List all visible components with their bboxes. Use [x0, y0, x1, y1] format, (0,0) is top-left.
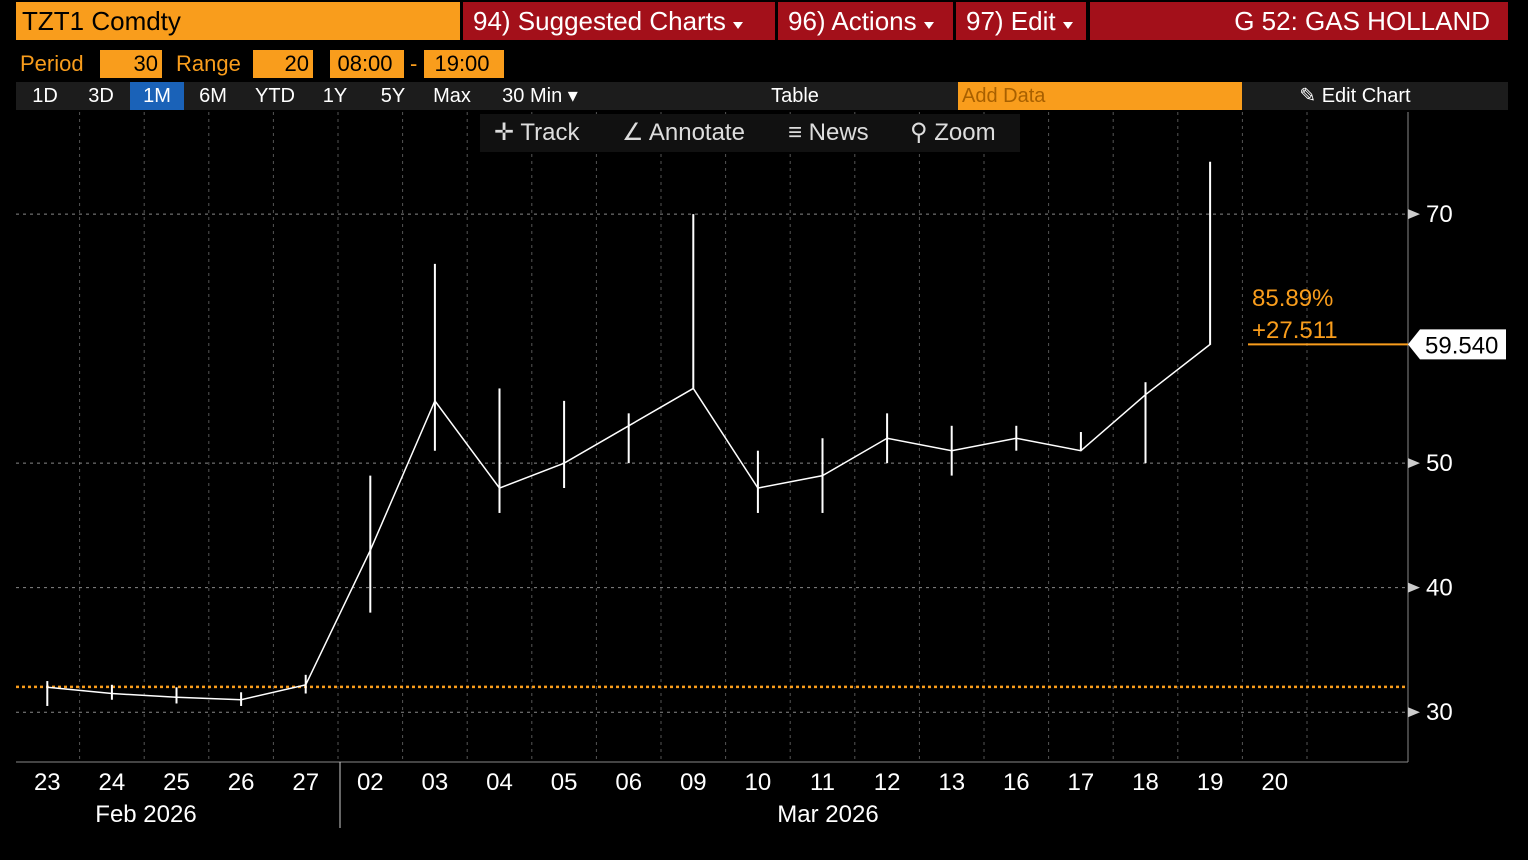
y-tick-label: 50: [1426, 450, 1453, 477]
timeframe-button[interactable]: 5Y: [380, 85, 406, 107]
tool-label: Track: [520, 119, 580, 146]
period-label: Period: [20, 51, 84, 76]
menu-label: 97) Edit: [966, 6, 1056, 36]
caret: [733, 22, 744, 29]
ticker[interactable]: TZT1 Comdty: [16, 2, 460, 40]
x-tick-label: 03: [422, 769, 449, 796]
add-data-input[interactable]: Add Data: [958, 82, 1242, 110]
x-tick-label: 26: [228, 769, 255, 796]
menu-button[interactable]: 96) Actions: [778, 2, 953, 40]
change-pct-label: 85.89%: [1252, 285, 1333, 312]
x-tick-label: 19: [1197, 769, 1224, 796]
period-input[interactable]: 30: [100, 50, 162, 78]
security-button[interactable]: G 52: GAS HOLLAND: [1090, 2, 1508, 40]
last-value-label: 59.540: [1425, 332, 1498, 359]
y-tick-label: 30: [1426, 699, 1453, 726]
x-tick-label: 13: [938, 769, 965, 796]
timeframe-button[interactable]: 1Y: [322, 85, 348, 107]
tool-label: News: [808, 119, 869, 146]
x-tick-label: 05: [551, 769, 578, 796]
edit-chart: Edit Chart: [1321, 85, 1411, 107]
x-tick-label: 04: [486, 769, 513, 796]
menu-label: 94) Suggested Charts: [473, 6, 726, 36]
timeframe-button[interactable]: YTD: [255, 85, 295, 107]
menu-label: 96) Actions: [788, 6, 917, 36]
separator: -: [410, 51, 418, 76]
x-tick-label: 02: [357, 769, 384, 796]
x-tick-label: 12: [874, 769, 901, 796]
y-tick-label: 70: [1426, 201, 1453, 228]
table-button[interactable]: Table: [771, 85, 819, 107]
timeframe-button[interactable]: Max: [433, 85, 471, 107]
x-tick-label: 24: [99, 769, 126, 796]
range-label: Range: [176, 51, 241, 76]
x-tick-label: 27: [292, 769, 319, 796]
change-label: +27.511: [1252, 317, 1338, 344]
y-tick-mark: [1408, 209, 1420, 220]
caret: [923, 22, 934, 29]
x-tick-label: 20: [1261, 769, 1288, 796]
interval-select[interactable]: 30 Min ▾: [502, 85, 578, 107]
edit-chart-button[interactable]: ✎ Edit Chart: [1299, 85, 1411, 107]
range-input[interactable]: 20: [253, 50, 313, 78]
timeframe-button[interactable]: 6M: [199, 85, 227, 107]
start-input[interactable]: 08:00: [330, 50, 404, 78]
end-input[interactable]: 19:00: [424, 50, 504, 78]
tool-label: Zoom: [934, 119, 996, 146]
x-tick-label: 10: [745, 769, 772, 796]
timeframe-button[interactable]: 3D: [88, 85, 114, 107]
security: G 52: GAS HOLLAND: [1234, 6, 1490, 36]
y-tick-mark: [1408, 458, 1420, 469]
x-tick-label: 18: [1132, 769, 1159, 796]
x-tick-label: 23: [34, 769, 61, 796]
month-label: Mar 2026: [777, 801, 878, 828]
menu-button[interactable]: 97) Edit: [956, 2, 1086, 40]
caret: [1062, 22, 1073, 29]
toolbar-row: [16, 82, 1508, 110]
month-label: Feb 2026: [95, 801, 196, 828]
interval: 30 Min: [502, 85, 563, 107]
tool-button[interactable]: ⚲ Zoom: [910, 119, 996, 146]
x-tick-label: 17: [1068, 769, 1095, 796]
menu-button[interactable]: 94) Suggested Charts: [463, 2, 775, 40]
y-tick-mark: [1408, 582, 1420, 593]
tool-bar: [480, 114, 1020, 152]
timeframe-button[interactable]: 1D: [32, 85, 58, 107]
tool-button[interactable]: ✛ Track: [494, 119, 580, 146]
x-tick-label: 25: [163, 769, 190, 796]
tool-label: Annotate: [648, 119, 745, 146]
timeframe-button[interactable]: 1M: [130, 82, 184, 110]
tool-button[interactable]: ∠ Annotate: [622, 119, 745, 146]
x-tick-label: 11: [810, 769, 835, 796]
y-tick-label: 40: [1426, 575, 1453, 602]
x-tick-label: 09: [680, 769, 707, 796]
y-tick-mark: [1408, 707, 1420, 718]
x-tick-label: 06: [615, 769, 642, 796]
last-value-box: [1408, 329, 1506, 360]
x-tick-label: 16: [1003, 769, 1030, 796]
price-line: [47, 343, 1211, 701]
tool-button[interactable]: ≡ News: [788, 119, 869, 146]
